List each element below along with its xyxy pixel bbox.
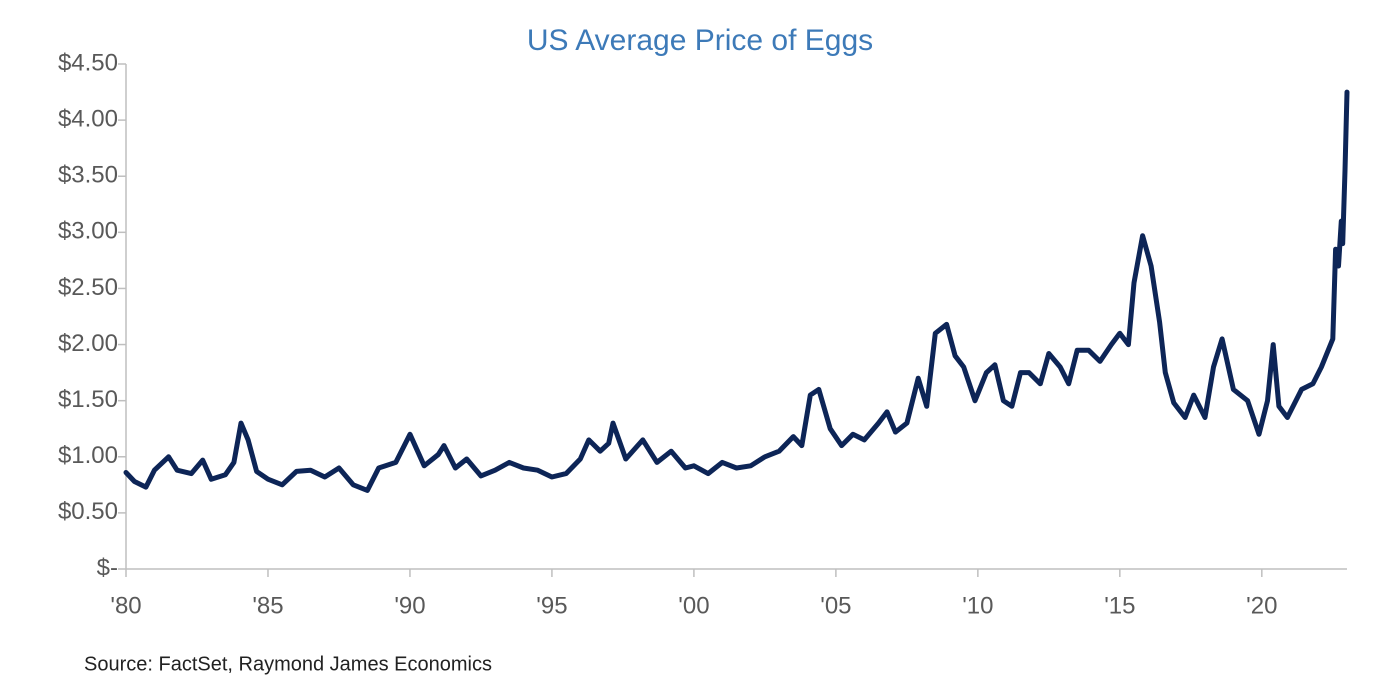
y-tick-label: $2.50 bbox=[58, 274, 118, 301]
y-tick-label: $4.00 bbox=[58, 105, 118, 132]
x-tick-label: '80 bbox=[110, 592, 141, 619]
x-tick-label: '00 bbox=[678, 592, 709, 619]
y-tick-label: $3.00 bbox=[58, 218, 118, 245]
y-tick-label: $- bbox=[97, 554, 118, 581]
x-tick-label: '90 bbox=[394, 592, 425, 619]
source-note: Source: FactSet, Raymond James Economics bbox=[84, 653, 492, 675]
y-tick-label: $2.00 bbox=[58, 330, 118, 357]
y-tick-label: $1.50 bbox=[58, 386, 118, 413]
x-tick-label: '20 bbox=[1246, 592, 1277, 619]
chart-title: US Average Price of Eggs bbox=[527, 24, 873, 57]
x-tick-label: '05 bbox=[820, 592, 851, 619]
y-tick-label: $1.00 bbox=[58, 442, 118, 469]
y-tick-label: $3.50 bbox=[58, 162, 118, 189]
y-tick-label: $0.50 bbox=[58, 498, 118, 525]
x-tick-label: '95 bbox=[536, 592, 567, 619]
x-tick-label: '10 bbox=[962, 592, 993, 619]
price-line bbox=[123, 89, 1350, 493]
y-tick-label: $4.50 bbox=[58, 49, 118, 76]
x-tick-label: '85 bbox=[252, 592, 283, 619]
x-tick-label: '15 bbox=[1104, 592, 1135, 619]
